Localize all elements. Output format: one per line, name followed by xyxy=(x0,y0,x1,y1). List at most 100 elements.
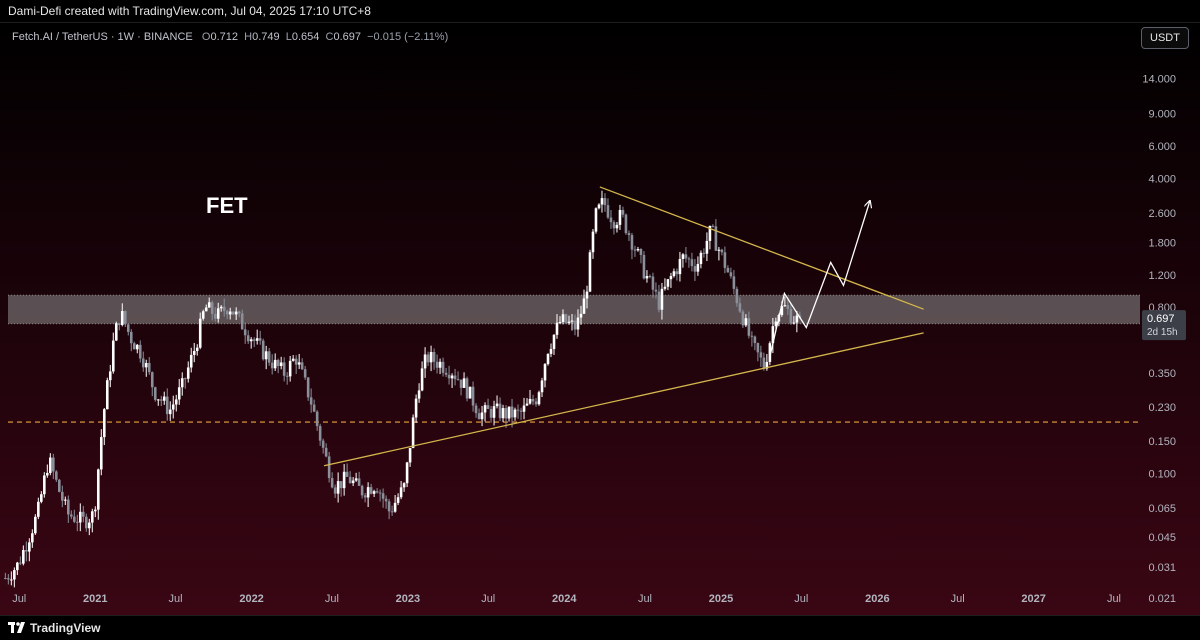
candle xyxy=(34,514,37,535)
candle-body xyxy=(381,493,385,499)
candle xyxy=(579,305,583,325)
candle xyxy=(327,451,331,483)
candle-body xyxy=(693,266,697,272)
candle xyxy=(534,398,538,407)
candle xyxy=(16,561,19,576)
tradingview-brand[interactable]: TradingView xyxy=(30,621,101,635)
low-value: 0.654 xyxy=(291,31,320,43)
candle-body xyxy=(141,358,145,368)
candle xyxy=(432,348,436,370)
candle-body xyxy=(4,578,7,580)
y-tick-label: 0.350 xyxy=(1148,368,1176,380)
chart-area[interactable]: 22.00014.0009.0006.0004.0002.6001.8001.2… xyxy=(0,23,1200,615)
high-value: 0.749 xyxy=(252,31,280,43)
candle xyxy=(58,478,61,493)
candle xyxy=(654,282,658,299)
candle xyxy=(267,347,271,366)
candle xyxy=(588,249,592,293)
candle xyxy=(720,248,724,256)
candle-body xyxy=(237,311,241,314)
candle xyxy=(111,332,115,374)
candle-body xyxy=(264,351,268,360)
candle xyxy=(582,289,586,314)
candle xyxy=(369,483,373,495)
candle xyxy=(291,355,295,362)
close-label: C xyxy=(325,31,334,43)
candle xyxy=(84,513,88,532)
candle xyxy=(630,232,634,260)
candle-body xyxy=(225,311,229,315)
candle xyxy=(657,284,661,313)
y-tick-label: 14.000 xyxy=(1142,73,1176,85)
candle xyxy=(678,251,682,282)
candle-body xyxy=(306,377,310,398)
candle xyxy=(543,363,547,388)
candle-body xyxy=(486,405,490,409)
candle xyxy=(258,330,262,345)
candle xyxy=(681,253,685,268)
candle-body xyxy=(126,324,130,332)
candle xyxy=(669,272,673,288)
candle-body xyxy=(228,311,232,315)
candle-body xyxy=(789,308,793,324)
candle xyxy=(687,256,691,268)
candle xyxy=(597,203,601,210)
candle-body xyxy=(16,562,19,571)
currency-button[interactable]: USDT xyxy=(1141,27,1189,49)
candle-body xyxy=(618,209,622,225)
candle xyxy=(43,472,46,498)
candle-body xyxy=(357,478,361,486)
candle xyxy=(243,322,247,344)
candle xyxy=(378,489,382,502)
candle-body xyxy=(49,457,52,473)
candle xyxy=(726,265,730,273)
y-tick-label: 9.000 xyxy=(1148,109,1176,121)
candle-body xyxy=(576,317,580,330)
candle-body xyxy=(645,276,649,279)
candle xyxy=(660,282,664,320)
candle-body xyxy=(204,307,208,312)
candle xyxy=(49,453,52,476)
candle-body xyxy=(183,378,187,380)
candle-body xyxy=(561,314,565,322)
x-tick-label: 2021 xyxy=(83,593,107,605)
candle xyxy=(519,407,523,420)
candle xyxy=(96,468,100,520)
bar-countdown: 2d 15h xyxy=(1147,327,1178,338)
candle xyxy=(81,505,85,523)
candle-body xyxy=(588,252,592,292)
tradingview-logo-icon[interactable] xyxy=(8,621,26,635)
price-chart[interactable]: 22.00014.0009.0006.0004.0002.6001.8001.2… xyxy=(0,23,1200,615)
candle xyxy=(90,508,94,533)
candle xyxy=(564,313,568,325)
candle-body xyxy=(441,361,445,373)
candle-body xyxy=(270,362,274,369)
candle xyxy=(67,495,70,523)
candle-body xyxy=(159,399,163,401)
candle-body xyxy=(759,352,763,358)
candle xyxy=(147,357,151,375)
candle xyxy=(345,463,349,478)
candle-body xyxy=(651,276,655,290)
candle-body xyxy=(708,225,712,241)
candle xyxy=(618,204,622,230)
candle-body xyxy=(597,204,601,209)
candle-body xyxy=(420,368,424,391)
candle xyxy=(198,312,202,350)
candle xyxy=(7,574,10,585)
candle-body xyxy=(594,208,598,232)
candle-body xyxy=(492,406,496,418)
candle xyxy=(123,310,127,328)
candle xyxy=(651,272,655,298)
candle xyxy=(93,506,97,518)
y-tick-label: 2.600 xyxy=(1148,208,1176,220)
candle-body xyxy=(630,235,634,250)
candle-body xyxy=(750,335,754,337)
candle xyxy=(228,307,232,320)
candle xyxy=(372,489,376,497)
candle xyxy=(189,347,193,373)
candle xyxy=(333,484,337,498)
symbol-title[interactable]: Fetch.AI / TetherUS · 1W · BINANCE xyxy=(12,31,193,43)
candle-body xyxy=(687,258,691,260)
candle-body xyxy=(786,305,790,309)
